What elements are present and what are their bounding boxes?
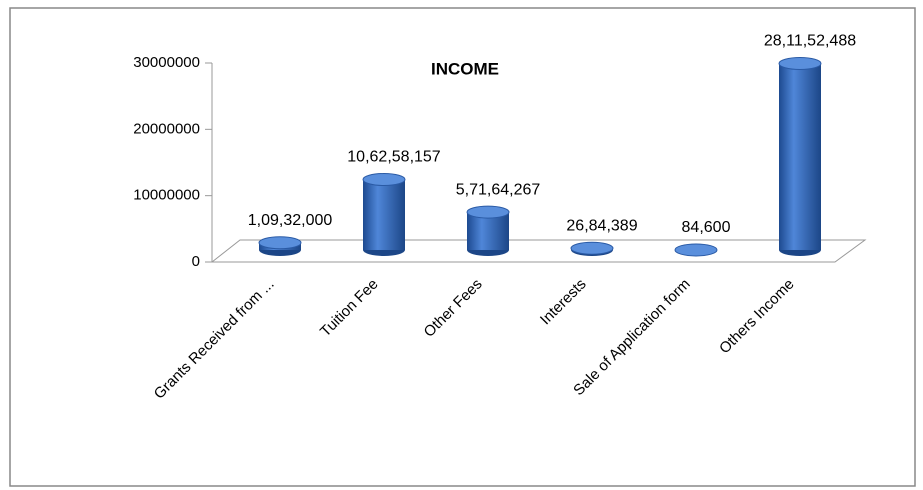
bar-top <box>778 57 822 71</box>
value-label: 1,09,32,000 <box>248 212 333 229</box>
bar <box>363 179 405 250</box>
value-label: 5,71,64,267 <box>456 181 541 198</box>
bar-top <box>674 243 718 257</box>
y-tick-label: 20000000 <box>133 120 200 137</box>
bar-top <box>362 173 406 187</box>
value-label: 84,600 <box>682 219 731 236</box>
bar-top <box>466 205 510 219</box>
value-label: 26,84,389 <box>566 217 637 234</box>
y-tick-label: 10000000 <box>133 187 200 204</box>
bar-top <box>258 236 302 250</box>
chart-title: INCOME <box>431 59 499 78</box>
y-tick-label: 30000000 <box>133 54 200 71</box>
value-label: 28,11,52,488 <box>764 33 856 50</box>
value-label: 10,62,58,157 <box>347 149 441 166</box>
y-tick-label: 0 <box>192 253 200 270</box>
chart-border <box>9 7 916 487</box>
floor <box>210 239 867 263</box>
bar-top <box>570 241 614 255</box>
bar <box>779 63 821 250</box>
